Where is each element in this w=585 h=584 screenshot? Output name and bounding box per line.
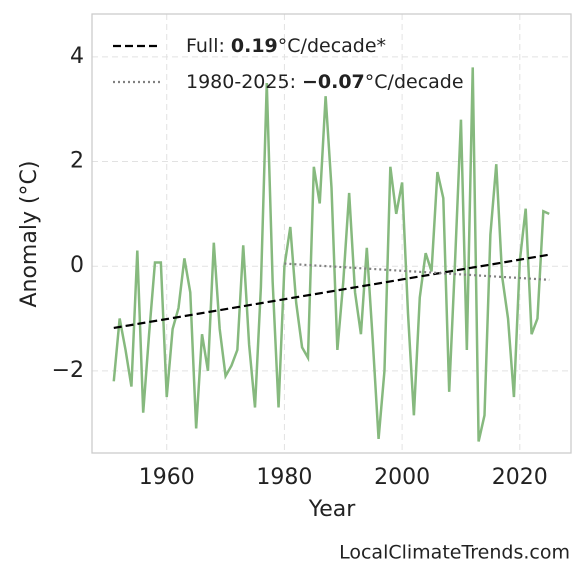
y-tick-label: 2: [70, 149, 84, 174]
trend-line: [284, 262, 550, 281]
legend-slope: −0.07: [302, 71, 365, 93]
legend-unit: °C/decade*: [278, 35, 386, 57]
x-tick-label: 2020: [492, 465, 548, 490]
trend-line: [113, 253, 550, 330]
legend-label: Full: 0.19°C/decade*: [186, 35, 386, 57]
legend-slope: 0.19: [231, 35, 278, 57]
x-axis-label: Year: [308, 497, 357, 522]
data-line: [112, 67, 550, 442]
x-tick-label: 1960: [139, 465, 195, 490]
y-tick-label: 0: [70, 253, 84, 278]
x-tick-label: 2000: [374, 465, 430, 490]
y-tick-label: −2: [52, 358, 84, 383]
credit: LocalClimateTrends.com: [339, 542, 570, 564]
legend-name: 1980-2025:: [186, 71, 296, 93]
plot-frame: [91, 13, 572, 454]
y-axis-label: Anomaly (°C): [17, 160, 42, 307]
legend-unit: °C/decade: [365, 71, 464, 93]
legend-label: 1980-2025: −0.07°C/decade: [186, 71, 464, 93]
x-tick-label: 1980: [256, 465, 312, 490]
legend-name: Full:: [186, 35, 225, 57]
y-tick-label: 4: [70, 44, 84, 69]
